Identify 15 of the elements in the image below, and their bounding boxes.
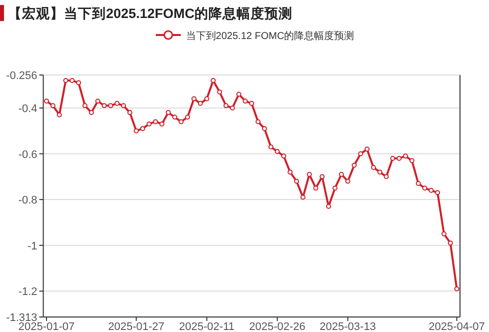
y-tick-label: -1 <box>28 240 38 252</box>
x-tick-label: 2025-01-07 <box>18 321 75 332</box>
y-tick-label: -0.6 <box>18 148 38 161</box>
y-tick-label: -0.256 <box>6 70 38 82</box>
y-tick-label: -1.2 <box>18 286 38 298</box>
y-tick-label: -0.8 <box>18 194 38 207</box>
x-tick-label: 2025-04-07 <box>428 321 485 332</box>
chart-title: 【宏观】当下到2025.12FOMC的降息幅度预测 <box>8 5 293 21</box>
x-tick-label: 2025-03-13 <box>320 321 376 332</box>
y-tick-label: -1.313 <box>6 312 38 324</box>
legend-label: 当下到2025.12 FOMC的降息幅度预测 <box>186 30 354 42</box>
x-tick-label: 2025-02-26 <box>249 321 306 332</box>
y-tick-label: -0.4 <box>18 102 38 115</box>
x-tick-label: 2025-02-11 <box>179 321 234 332</box>
x-tick-label: 2025-01-27 <box>108 321 164 332</box>
